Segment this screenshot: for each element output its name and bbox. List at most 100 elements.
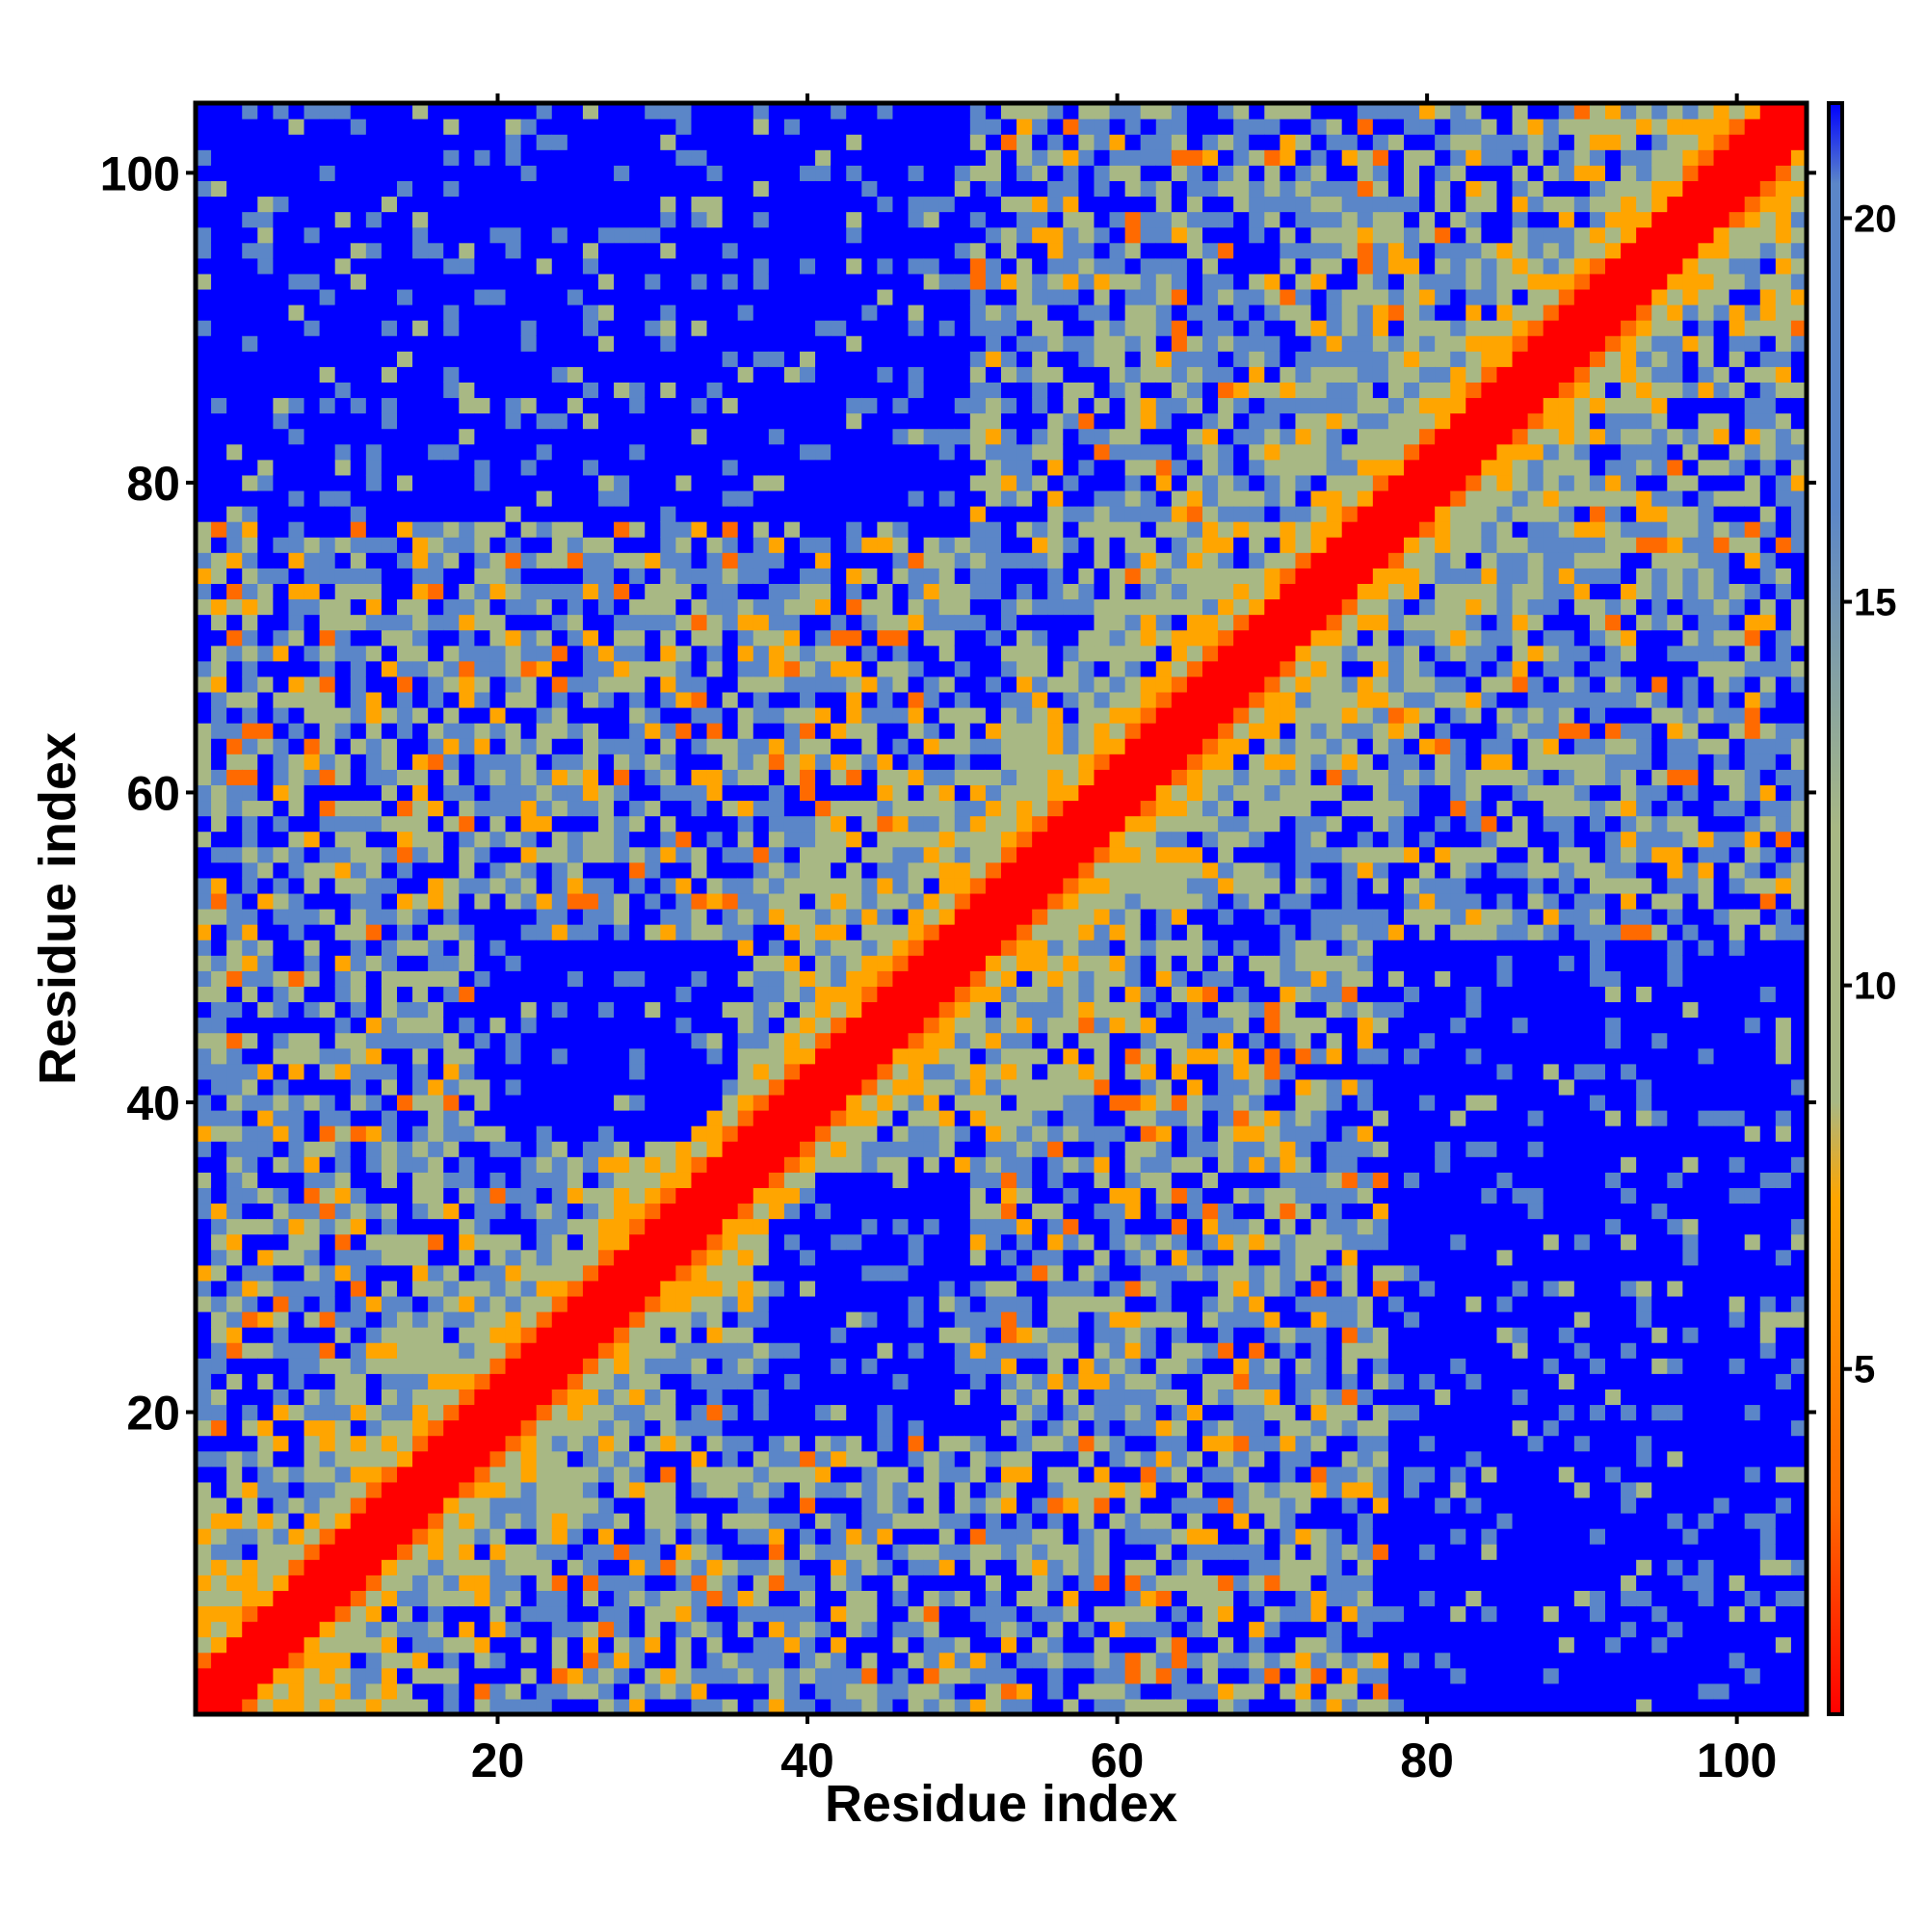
heatmap-cell [877,924,894,940]
heatmap-cell [815,723,832,739]
heatmap-cell [350,1125,367,1142]
heatmap-cell [675,1652,693,1669]
heatmap-cell [675,629,693,647]
heatmap-cell [768,1047,785,1065]
heatmap-cell [908,892,925,910]
heatmap-cell [428,474,444,491]
heatmap-cell [800,412,816,430]
heatmap-cell [288,1233,305,1251]
heatmap-cell [908,1667,925,1684]
heatmap-cell [783,459,801,476]
heatmap-cell [582,506,599,522]
heatmap-cell [831,257,847,275]
heatmap-cell [706,366,724,383]
heatmap-cell [397,940,413,956]
heatmap-cell [288,1172,305,1188]
heatmap-cell [908,412,925,430]
heatmap-cell [505,1047,522,1065]
heatmap-cell [397,1605,413,1623]
heatmap-cell [815,506,832,522]
heatmap-cell [752,1575,770,1591]
heatmap-cell [365,1047,383,1065]
heatmap-cell [768,568,785,584]
heatmap-cell [211,738,227,754]
heatmap-cell [768,242,785,259]
heatmap-cell [365,552,383,569]
heatmap-cell [211,1667,227,1684]
heatmap-cell [474,1636,491,1654]
heatmap-cell [381,1249,398,1266]
heatmap-cell [365,351,383,367]
heatmap-cell [908,397,925,414]
heatmap-cell [288,691,305,708]
heatmap-cell [645,335,661,352]
heatmap-cell [428,723,444,739]
heatmap-cell [412,1156,429,1173]
heatmap-cell [645,1342,661,1359]
heatmap-cell [567,754,584,770]
heatmap-cell [288,1063,305,1080]
heatmap-cell [783,103,801,119]
heatmap-cell [428,1682,444,1700]
heatmap-cell [319,351,336,367]
heatmap-cell [567,1327,584,1343]
heatmap-cell [567,1496,584,1514]
heatmap-cell [831,506,847,522]
heatmap-cell [892,769,910,785]
heatmap-cell [691,1404,708,1421]
heatmap-cell [645,691,661,708]
heatmap-cell [598,1590,615,1607]
heatmap-cell [752,1032,770,1049]
heatmap-cell [815,986,832,1003]
heatmap-cell [459,940,475,956]
heatmap-cell [660,134,676,150]
heatmap-cell [319,1218,336,1235]
heatmap-cell [908,490,925,507]
heatmap-cell [412,861,429,879]
heatmap-cell [381,1017,398,1034]
heatmap-cell [582,288,599,305]
heatmap-cell [846,288,862,305]
heatmap-cell [629,1559,646,1575]
heatmap-cell [443,955,460,971]
heatmap-cell [319,1605,336,1623]
heatmap-cell [211,909,227,925]
heatmap-cell [350,1698,367,1715]
heatmap-cell [211,1513,227,1529]
heatmap-cell [226,1017,243,1034]
heatmap-cell [520,598,538,616]
heatmap-cell [645,1203,661,1220]
heatmap-cell [196,1404,212,1421]
heatmap-cell [334,645,352,662]
heatmap-cell [629,119,646,135]
heatmap-cell [304,1636,321,1654]
heatmap-cell [768,397,785,414]
heatmap-cell [196,242,212,259]
heatmap-cell [567,892,584,910]
heatmap-cell [831,1481,847,1498]
heatmap-cell [211,1575,227,1591]
heatmap-cell [489,861,507,879]
heatmap-cell [598,288,615,305]
heatmap-cell [752,1358,770,1374]
heatmap-cell [443,397,460,414]
heatmap-cell [443,180,460,198]
heatmap-cell [598,211,615,228]
heatmap-cell [334,924,352,940]
heatmap-cell [831,846,847,863]
heatmap-cell [489,1404,507,1421]
heatmap-cell [846,165,862,181]
heatmap-cell [412,1063,429,1080]
heatmap-cell [273,1621,290,1638]
heatmap-cell [242,490,258,507]
heatmap-cell [722,1559,739,1575]
heatmap-cell [582,1311,599,1328]
heatmap-cell [273,397,290,414]
heatmap-cell [737,382,754,399]
heatmap-cell [567,1047,584,1065]
heatmap-cell [660,1358,676,1374]
heatmap-cell [567,1419,584,1437]
heatmap-cell [768,754,785,770]
heatmap-cell [908,1358,925,1374]
heatmap-cell [923,1187,940,1204]
